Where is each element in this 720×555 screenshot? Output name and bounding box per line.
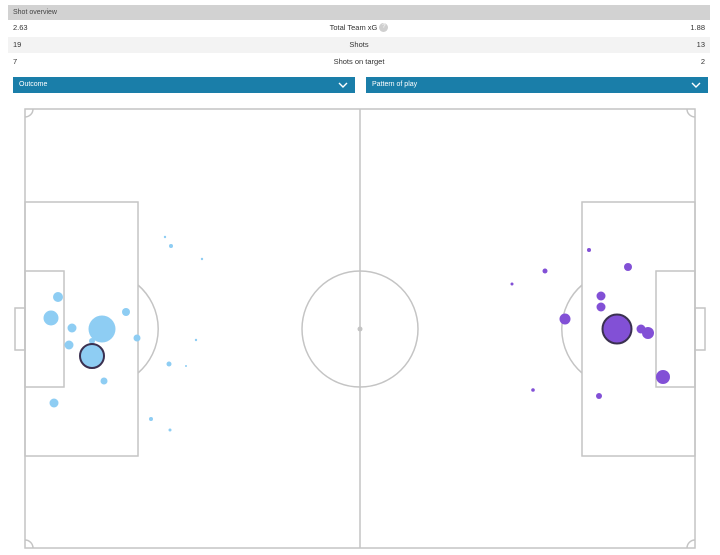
home-shot-marker[interactable] xyxy=(67,323,77,333)
home-total-xg: 2.63 xyxy=(13,23,28,32)
home-shot-marker[interactable] xyxy=(133,334,141,342)
away-shot-marker[interactable] xyxy=(596,291,606,301)
pattern-of-play-dropdown[interactable]: Pattern of play xyxy=(366,77,708,93)
corner-arc xyxy=(686,539,696,549)
outcome-dropdown-label: Outcome xyxy=(19,81,48,88)
away-shots-on-target: 2 xyxy=(700,57,705,66)
left-penalty-arc xyxy=(137,284,159,374)
home-shot-marker[interactable] xyxy=(64,340,74,350)
away-shot-marker[interactable] xyxy=(559,313,571,325)
away-total-xg: 1.88 xyxy=(690,23,705,32)
away-shot-marker[interactable] xyxy=(542,268,548,274)
home-goal-marker[interactable] xyxy=(79,343,105,369)
outcome-dropdown[interactable]: Outcome xyxy=(13,77,355,93)
shot-overview-header: Shot overview xyxy=(8,5,710,20)
home-shot-marker[interactable] xyxy=(185,365,187,367)
home-shot-marker[interactable] xyxy=(122,308,130,316)
centre-spot xyxy=(357,326,363,332)
stat-row-shots-on-target: 7 Shots on target 2 xyxy=(8,54,710,70)
right-six-yard-box xyxy=(655,270,696,388)
away-shots-layer xyxy=(510,248,670,399)
away-shot-marker[interactable] xyxy=(510,282,514,286)
home-shot-marker[interactable] xyxy=(100,377,108,385)
home-shot-marker[interactable] xyxy=(49,398,59,408)
away-shot-marker[interactable] xyxy=(642,327,654,339)
stat-row-shots: 19 Shots 13 xyxy=(8,37,710,53)
home-shot-marker[interactable] xyxy=(149,417,153,421)
home-shot-marker[interactable] xyxy=(163,235,167,239)
away-shot-marker[interactable] xyxy=(624,263,632,271)
right-penalty-arc xyxy=(561,284,583,374)
pitch-markings xyxy=(14,108,706,549)
right-goal xyxy=(694,307,706,351)
home-shot-marker[interactable] xyxy=(166,361,172,367)
centre-circle xyxy=(301,270,419,388)
away-goal-marker[interactable] xyxy=(601,313,633,345)
home-shot-marker[interactable] xyxy=(169,244,173,248)
pattern-dropdown-label: Pattern of play xyxy=(372,81,418,88)
chevron-down-icon xyxy=(691,82,701,88)
stat-label-total-xg: Total Team xG xyxy=(329,23,378,32)
home-shots: 19 xyxy=(13,40,22,49)
away-shot-marker[interactable] xyxy=(596,393,602,399)
away-shot-marker[interactable] xyxy=(587,248,591,252)
away-shot-marker[interactable] xyxy=(531,388,535,392)
corner-arc xyxy=(24,108,34,118)
stat-row-total-xg: 2.63 Total Team xG? 1.88 xyxy=(8,20,710,36)
home-shot-marker[interactable] xyxy=(43,310,59,326)
chevron-down-icon xyxy=(338,82,348,88)
away-shot-marker[interactable] xyxy=(596,302,606,312)
home-shots-layer xyxy=(43,235,204,432)
info-icon[interactable]: ? xyxy=(379,22,389,32)
home-shot-marker[interactable] xyxy=(88,315,116,343)
away-shots: 13 xyxy=(696,40,705,49)
stat-label-shots-on-target: Shots on target xyxy=(333,57,385,66)
header-title: Shot overview xyxy=(13,9,57,16)
home-shot-marker[interactable] xyxy=(200,257,204,261)
home-shot-marker[interactable] xyxy=(168,428,172,432)
home-shots-on-target: 7 xyxy=(13,57,18,66)
stat-label-shots: Shots xyxy=(349,40,369,49)
away-shot-marker[interactable] xyxy=(656,370,670,384)
home-shot-marker[interactable] xyxy=(53,292,63,302)
left-goal xyxy=(14,307,26,351)
home-shot-marker[interactable] xyxy=(194,338,198,342)
corner-arc xyxy=(686,108,696,118)
home-shot-marker[interactable] xyxy=(89,338,95,344)
corner-arc xyxy=(24,539,34,549)
left-penalty-area xyxy=(24,201,139,457)
left-six-yard-box xyxy=(24,270,65,388)
